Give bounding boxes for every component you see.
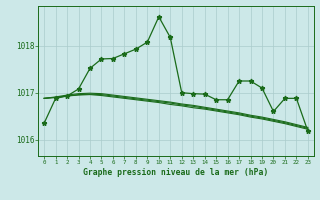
X-axis label: Graphe pression niveau de la mer (hPa): Graphe pression niveau de la mer (hPa)	[84, 168, 268, 177]
